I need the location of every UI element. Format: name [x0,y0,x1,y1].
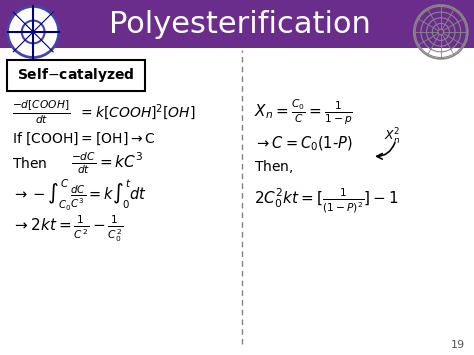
FancyArrowPatch shape [377,143,395,159]
Text: $\rightarrow 2kt{=}\frac{1}{C^2} - \frac{1}{C_0^2}$: $\rightarrow 2kt{=}\frac{1}{C^2} - \frac… [12,214,123,244]
Text: $\mathrm{If\ [COOH]=[OH] \rightarrow C}$: $\mathrm{If\ [COOH]=[OH] \rightarrow C}$ [12,130,155,147]
FancyBboxPatch shape [7,60,145,91]
Text: Polyesterification: Polyesterification [109,10,371,39]
Text: $2C_0^2kt{=}[\frac{1}{(1-P)^2}] - 1$: $2C_0^2kt{=}[\frac{1}{(1-P)^2}] - 1$ [254,186,399,215]
Text: $\frac{-d[COOH]}{dt}$: $\frac{-d[COOH]}{dt}$ [12,98,70,126]
Circle shape [8,6,59,58]
Text: $X_n^2$: $X_n^2$ [384,127,401,147]
Text: $\frac{-dC}{dt} = kC^3$: $\frac{-dC}{dt} = kC^3$ [71,151,144,176]
Text: 19: 19 [450,340,465,350]
Text: $= k[COOH]^2[OH]$: $= k[COOH]^2[OH]$ [78,102,196,122]
Text: $\rightarrow -\int_{C_0}^{C}\frac{dC}{C^3} = k\int_0^t dt$: $\rightarrow -\int_{C_0}^{C}\frac{dC}{C^… [12,178,146,213]
Text: $\rightarrow C{=}C_0(1\text{-}P)$: $\rightarrow C{=}C_0(1\text{-}P)$ [254,135,352,153]
Text: $X_n = \frac{C_0}{C} = \frac{1}{1-p}$: $X_n = \frac{C_0}{C} = \frac{1}{1-p}$ [254,97,353,126]
Text: $\mathrm{Then}$: $\mathrm{Then}$ [12,156,47,171]
FancyBboxPatch shape [0,0,474,48]
Text: $\mathbf{Self\mathrm{-}catalyzed}$: $\mathbf{Self\mathrm{-}catalyzed}$ [17,66,135,84]
Text: $\mathrm{Then,}$: $\mathrm{Then,}$ [254,158,293,175]
